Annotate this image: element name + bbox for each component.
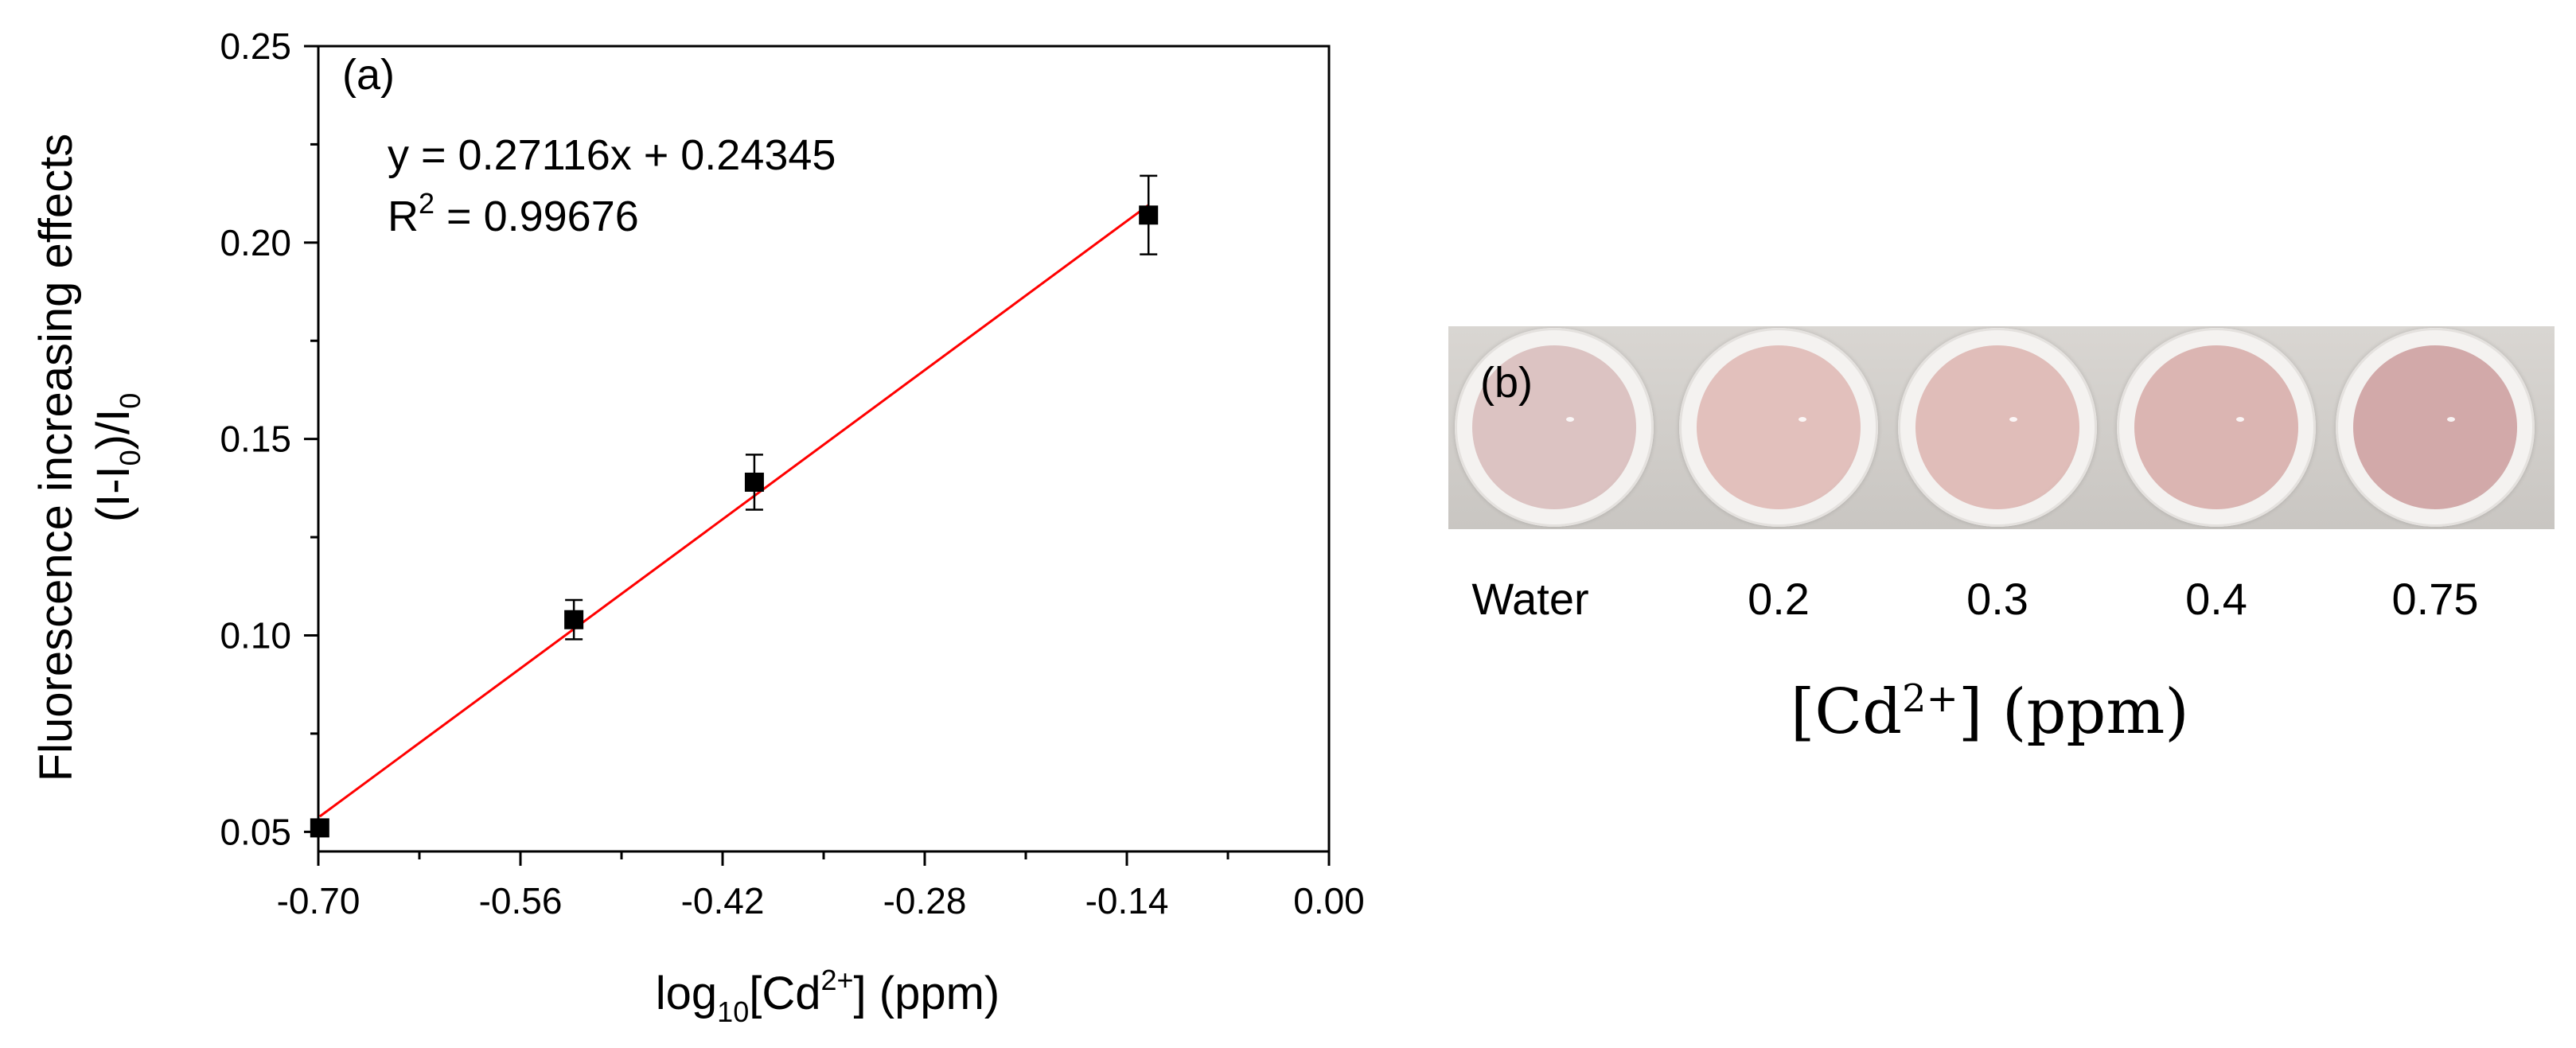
well-label: 0.2 xyxy=(1748,574,1810,624)
well-label: 0.4 xyxy=(2185,574,2247,624)
well-plate-photo xyxy=(1448,326,2555,529)
well xyxy=(1455,328,1654,527)
well xyxy=(1898,328,2097,527)
well-label: 0.3 xyxy=(1966,574,2028,624)
well-label: 0.75 xyxy=(2391,574,2479,624)
ticks: -0.70 -0.56 -0.42 -0.28 -0.14 0.00 0.05 0.10 0.1… xyxy=(220,25,1364,921)
well-liquid xyxy=(1472,345,1636,509)
fit-line xyxy=(318,204,1150,818)
x-tick-label: -0.28 xyxy=(883,880,967,921)
well xyxy=(2117,328,2316,527)
y-tick-label: 0.20 xyxy=(220,222,291,263)
panel-b: (b) Water 0.2 0.3 0.4 0.75 [Cd2+] (ppm) xyxy=(1448,326,2555,772)
y-tick-label: 0.05 xyxy=(220,811,291,852)
well-liquid xyxy=(1697,345,1861,509)
well-liquid xyxy=(2353,345,2517,509)
equation-text: y = 0.27116x + 0.24345 xyxy=(388,131,836,179)
x-tick-label: -0.42 xyxy=(681,880,765,921)
y-axis-title: Fluorescence increasing effects (I-I0)/I… xyxy=(30,134,146,782)
y-tick-label: 0.25 xyxy=(220,25,291,67)
well-glint xyxy=(2447,417,2455,422)
well xyxy=(1679,328,1878,527)
data-point xyxy=(564,610,584,629)
well-glint xyxy=(2236,417,2244,422)
data-point xyxy=(1139,205,1159,225)
x-axis-title: log10[Cd2+] (ppm) xyxy=(656,964,1000,1028)
x-tick-label: -0.56 xyxy=(479,880,563,921)
concentration-axis-title: [Cd2+] (ppm) xyxy=(1791,676,2189,748)
well-glint xyxy=(2009,417,2017,422)
x-tick-label: -0.70 xyxy=(277,880,360,921)
fit-line-group xyxy=(318,204,1150,818)
x-tick-label: -0.14 xyxy=(1085,880,1169,921)
x-tick-label: 0.00 xyxy=(1293,880,1365,921)
panel-b-label: (b) xyxy=(1480,359,1533,407)
r-squared-text: R2 = 0.99676 xyxy=(388,187,639,240)
panel-a-label: (a) xyxy=(342,51,395,99)
well-glint xyxy=(1799,417,1806,422)
well-label: Water xyxy=(1471,574,1589,624)
y-tick-label: 0.10 xyxy=(220,614,291,656)
well xyxy=(2336,328,2535,527)
y-tick-label: 0.15 xyxy=(220,419,291,460)
y-axis-title-line2: (I-I0)/I0 xyxy=(88,393,146,522)
chart-a: -0.70 -0.56 -0.42 -0.28 -0.14 0.00 0.05 0.10 0.1… xyxy=(30,25,1365,1028)
data-points xyxy=(310,174,1159,838)
data-point xyxy=(744,472,764,492)
well-glint xyxy=(1566,417,1574,422)
well-liquid xyxy=(2134,345,2298,509)
data-point xyxy=(310,818,329,838)
well-liquid xyxy=(1915,345,2079,509)
y-axis-title-line1: Fluorescence increasing effects xyxy=(30,134,82,782)
